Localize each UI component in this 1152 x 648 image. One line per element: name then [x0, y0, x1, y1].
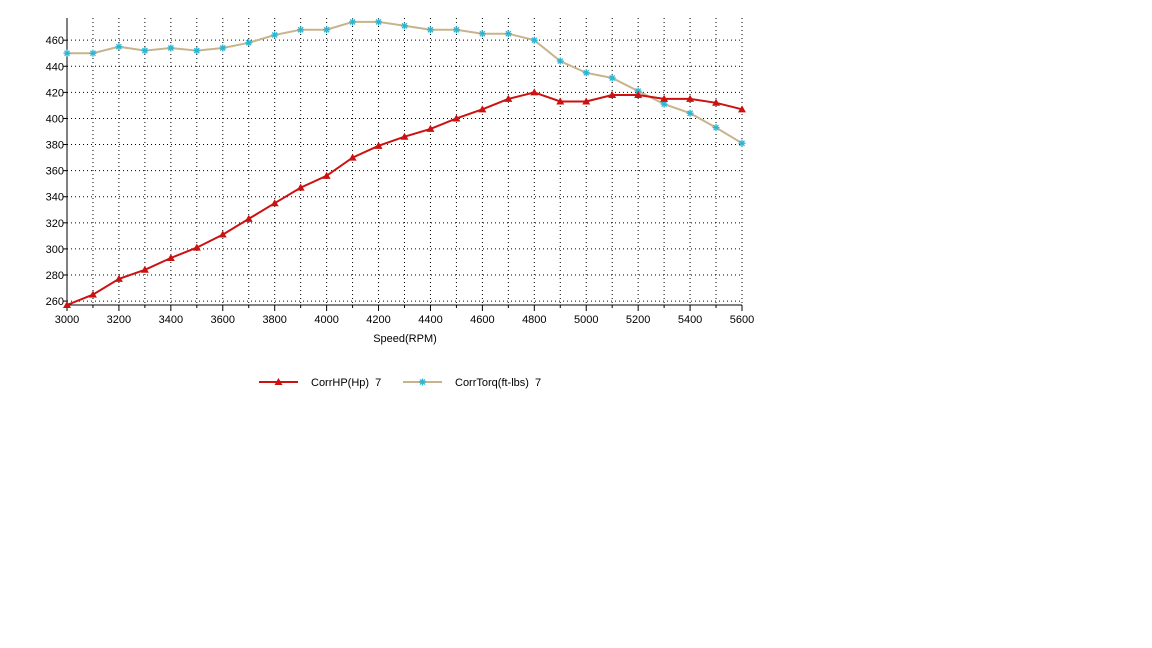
- data-point-triangle: [556, 97, 565, 105]
- data-point-star: [167, 44, 175, 52]
- x-tick-label: 5000: [574, 314, 598, 326]
- data-point-triangle: [426, 124, 435, 132]
- axes: [63, 18, 743, 311]
- data-point-triangle: [374, 141, 383, 149]
- data-point-star: [712, 124, 720, 132]
- grid-lines: [67, 18, 743, 305]
- data-point-star: [426, 26, 434, 34]
- data-point-triangle: [452, 114, 461, 122]
- y-tick-label: 400: [46, 113, 64, 125]
- data-point-triangle: [296, 183, 305, 191]
- y-tick-label: 340: [46, 192, 64, 204]
- y-tick-label: 300: [46, 244, 64, 256]
- data-point-triangle: [114, 274, 123, 282]
- data-point-triangle: [608, 90, 617, 98]
- data-point-star: [115, 43, 123, 51]
- x-tick-label: 4200: [366, 314, 390, 326]
- legend: CorrHP(Hp) 7 CorrTorq(ft-lbs) 7: [259, 377, 541, 389]
- data-point-star: [141, 47, 149, 55]
- data-point-star: [582, 69, 590, 77]
- x-tick-label: 4800: [522, 314, 546, 326]
- data-point-star: [452, 26, 460, 34]
- y-tick-label: 420: [46, 87, 64, 99]
- data-point-triangle: [660, 94, 669, 102]
- data-point-triangle: [712, 98, 721, 106]
- y-tick-label: 440: [46, 61, 64, 73]
- legend-label: CorrHP(Hp) 7: [311, 377, 381, 389]
- data-point-triangle: [738, 105, 746, 113]
- y-tick-label: 380: [46, 140, 64, 152]
- data-point-star: [419, 378, 426, 386]
- data-point-star: [556, 57, 564, 65]
- data-point-star: [245, 39, 253, 47]
- data-point-triangle: [400, 132, 409, 140]
- x-tick-label: 5400: [678, 314, 702, 326]
- x-tick-label: 5600: [730, 314, 754, 326]
- y-tick-label: 260: [46, 296, 64, 308]
- data-point-triangle: [192, 243, 201, 251]
- data-point-star: [401, 22, 408, 30]
- data-point-triangle: [582, 97, 591, 105]
- data-point-star: [349, 18, 357, 26]
- data-point-star: [738, 139, 746, 147]
- data-point-triangle: [322, 171, 331, 179]
- data-point-star: [323, 26, 331, 34]
- data-point-triangle: [530, 88, 539, 96]
- data-point-star: [63, 49, 71, 57]
- data-point-star: [478, 30, 486, 38]
- data-point-triangle: [140, 265, 149, 273]
- data-point-star: [89, 49, 97, 57]
- x-tick-label: 4000: [314, 314, 338, 326]
- x-tick-label: 5200: [626, 314, 650, 326]
- data-point-triangle: [274, 378, 283, 385]
- x-tick-label: 3800: [262, 314, 286, 326]
- y-tick-label: 280: [46, 270, 64, 282]
- data-point-triangle: [270, 199, 279, 207]
- data-point-triangle: [348, 153, 357, 161]
- data-point-star: [271, 31, 279, 39]
- data-point-star: [504, 30, 512, 38]
- x-axis-label: Speed(RPM): [373, 333, 437, 345]
- data-point-triangle: [478, 105, 487, 113]
- data-point-triangle: [218, 230, 227, 238]
- data-point-star: [608, 74, 616, 82]
- data-point-star: [530, 36, 538, 44]
- x-tick-label: 4600: [470, 314, 494, 326]
- data-point-triangle: [166, 254, 175, 262]
- x-tick-label: 3400: [159, 314, 183, 326]
- y-tick-label: 360: [46, 166, 64, 178]
- data-point-triangle: [634, 90, 643, 98]
- data-point-triangle: [686, 94, 695, 102]
- x-tick-label: 3200: [107, 314, 131, 326]
- x-tick-label: 3000: [55, 314, 79, 326]
- series-lines: [63, 18, 746, 308]
- data-point-star: [193, 47, 201, 55]
- data-point-triangle: [504, 94, 513, 102]
- y-tick-label: 460: [46, 35, 64, 47]
- data-point-star: [686, 109, 694, 117]
- x-tick-label: 4400: [418, 314, 442, 326]
- data-point-triangle: [244, 214, 253, 222]
- x-tick-label: 3600: [211, 314, 235, 326]
- data-point-triangle: [63, 301, 71, 308]
- data-point-triangle: [88, 290, 97, 298]
- data-point-star: [297, 26, 305, 34]
- legend-label: CorrTorq(ft-lbs) 7: [455, 377, 541, 389]
- x-tick-labels: 3000 3200 3400 3600 3800 4000 4200 4400 4600 4800…: [55, 314, 754, 326]
- data-point-star: [219, 44, 227, 52]
- y-tick-labels: 260 280 300 320 340 360 380 400 420 440 460: [46, 35, 64, 308]
- y-tick-label: 320: [46, 218, 64, 230]
- data-point-star: [375, 18, 383, 26]
